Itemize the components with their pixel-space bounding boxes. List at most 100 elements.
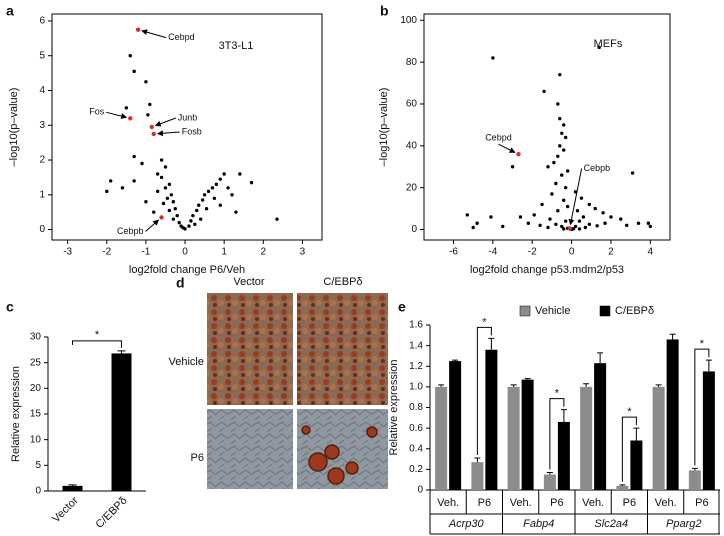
point [518,215,523,219]
significance-bracket [476,326,492,456]
point [475,221,479,225]
plot-frame [51,13,323,241]
point [573,224,578,229]
point [128,54,132,58]
significance-label: * [627,406,632,418]
group-label: Fabp4 [523,518,554,530]
panel-label: d [176,275,185,291]
point [563,135,568,140]
y-tick-label: 0 [35,486,41,497]
bar [557,421,570,490]
bar [471,462,484,490]
annotation: Cebpb [117,226,144,236]
plot-frame [423,13,671,241]
point [163,165,168,169]
point [155,189,160,194]
point [471,225,475,230]
point [558,116,562,121]
y-tick-label: 5 [35,460,41,471]
y-tick-label: 3 [39,120,45,131]
x-tick-label: P6 [695,497,708,509]
point [526,221,531,225]
bar [630,440,643,490]
y-tick-label: 15 [30,409,42,420]
x-tick-label: 0 [569,247,575,258]
annotation: Cebpb [584,163,611,173]
point [575,209,580,213]
point [212,196,217,200]
micrograph [207,293,293,405]
point [187,224,191,228]
annotation: Junb [178,112,198,122]
error-bar [655,384,662,387]
point [159,158,164,162]
point [597,45,601,50]
y-tick-label: 1 [39,189,45,200]
row-label: Vehicle [169,356,204,368]
point [200,198,205,202]
point [226,186,230,190]
point [149,124,154,130]
inset-label: 3T3-L1 [219,40,254,52]
bar [543,474,556,490]
significance-label: * [95,329,100,341]
x-tick-label: -6 [449,247,458,258]
point [510,165,515,169]
legend-label: Vehicle [535,305,570,317]
y-tick-label: 1.0 [409,382,423,393]
y-axis-label: Relative expression [388,360,400,456]
point [548,217,552,221]
error-bar [510,384,517,387]
bar [666,339,679,490]
point [648,224,653,229]
annotation: Fos [89,107,105,117]
point [218,203,222,207]
point [619,217,623,221]
y-tick-label: 5 [39,50,45,61]
panel-label: e [398,299,406,315]
point [161,201,166,206]
error-bar [68,484,77,486]
significance-label: * [482,316,487,328]
x-tick-label: P6 [478,497,491,509]
annotation-arrow [141,29,167,39]
x-tick-label: -1 [141,247,150,258]
bar [62,485,83,491]
group-label: Pparg2 [666,518,701,530]
point [135,27,141,32]
bar [111,353,132,491]
inset-label: MEFs [594,38,623,50]
x-tick-label: 4 [648,247,654,258]
point [144,200,148,204]
point [516,152,521,157]
point [489,215,493,219]
x-tick-label: 2 [261,247,267,258]
point [560,173,564,177]
point [214,182,219,187]
point [132,179,136,183]
y-tick-label: 100 [400,15,417,26]
error-bar [619,484,626,486]
point [128,116,133,121]
point [148,102,152,107]
point [177,220,181,225]
row-label: P6 [191,452,204,464]
bar [507,386,520,490]
bar [435,386,448,490]
point [556,209,560,213]
annotation-arrow [106,111,128,119]
x-tick-label: C/EBPδ [94,495,130,531]
error-bar [452,359,459,362]
y-tick-label: 20 [406,182,418,193]
point [562,123,566,127]
point [197,203,201,207]
x-tick-label: 2 [608,247,614,258]
significance-label: * [555,387,560,399]
point [630,171,635,175]
point [491,56,495,60]
x-tick-label: Veh. [437,497,459,509]
x-tick-label: Veh. [655,497,677,509]
point [562,227,566,231]
point [465,213,469,217]
column-label: C/EBPδ [323,276,362,288]
